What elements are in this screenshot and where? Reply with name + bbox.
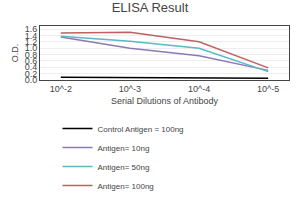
- svg-text:10^-5: 10^-5: [257, 84, 279, 94]
- svg-text:1.2: 1.2: [25, 37, 38, 47]
- svg-text:Serial Dilutions of Antibody: Serial Dilutions of Antibody: [111, 96, 219, 106]
- svg-text:0.2: 0.2: [25, 69, 38, 79]
- svg-text:Antigen= 50ng: Antigen= 50ng: [98, 163, 150, 172]
- svg-text:Antigen= 10ng: Antigen= 10ng: [98, 144, 150, 153]
- svg-text:1.0: 1.0: [25, 43, 38, 53]
- svg-text:0.6: 0.6: [25, 56, 38, 66]
- svg-text:10^-3: 10^-3: [119, 84, 141, 94]
- svg-text:10^-2: 10^-2: [50, 84, 72, 94]
- svg-text:O.D.: O.D.: [10, 44, 20, 63]
- svg-text:1.4: 1.4: [25, 31, 38, 41]
- svg-text:ELISA Result: ELISA Result: [112, 0, 189, 15]
- svg-text:10^-4: 10^-4: [188, 84, 210, 94]
- svg-text:0.4: 0.4: [25, 62, 38, 72]
- svg-text:Antigen= 100ng: Antigen= 100ng: [98, 182, 154, 191]
- svg-text:1.6: 1.6: [25, 24, 38, 34]
- svg-text:0.0: 0.0: [25, 75, 38, 85]
- svg-text:0.8: 0.8: [25, 50, 38, 60]
- svg-text:Control Antigen = 100ng: Control Antigen = 100ng: [98, 125, 184, 134]
